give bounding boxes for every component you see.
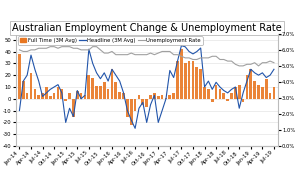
Bar: [134, 99, 136, 111]
Bar: [238, 85, 240, 99]
Bar: [261, 87, 264, 99]
Bar: [172, 93, 175, 99]
Bar: [188, 61, 190, 99]
Bar: [230, 93, 233, 99]
Bar: [22, 81, 25, 99]
Bar: [184, 63, 187, 99]
Bar: [219, 89, 221, 99]
Bar: [180, 49, 183, 99]
Bar: [68, 93, 71, 99]
Bar: [103, 82, 105, 99]
Bar: [49, 96, 52, 99]
Bar: [153, 93, 156, 99]
Bar: [246, 75, 248, 99]
Bar: [72, 99, 75, 116]
Bar: [269, 93, 271, 99]
Bar: [84, 95, 86, 99]
Bar: [257, 85, 260, 99]
Bar: [215, 85, 218, 99]
Bar: [273, 87, 275, 99]
Bar: [126, 99, 129, 116]
Bar: [122, 93, 125, 99]
Bar: [211, 99, 214, 102]
Bar: [88, 75, 90, 99]
Bar: [37, 95, 40, 99]
Bar: [33, 89, 36, 99]
Bar: [118, 92, 121, 99]
Bar: [114, 82, 117, 99]
Bar: [60, 89, 63, 99]
Bar: [53, 93, 55, 99]
Bar: [91, 78, 94, 99]
Legend: Full Time (3M Avg), Headline (3M Avg), Unemployment Rate: Full Time (3M Avg), Headline (3M Avg), U…: [18, 37, 203, 45]
Bar: [149, 95, 152, 99]
Bar: [223, 93, 225, 99]
Bar: [95, 86, 98, 99]
Bar: [45, 87, 48, 99]
Bar: [207, 89, 210, 99]
Bar: [242, 99, 244, 102]
Bar: [130, 99, 133, 125]
Bar: [234, 87, 237, 99]
Bar: [142, 99, 144, 105]
Bar: [157, 96, 160, 99]
Bar: [41, 93, 44, 99]
Bar: [111, 69, 113, 99]
Bar: [226, 99, 229, 101]
Title: Australian Employment Change & Unemployment Rate: Australian Employment Change & Unemploym…: [12, 23, 282, 33]
Bar: [145, 99, 148, 107]
Bar: [99, 86, 102, 99]
Bar: [249, 69, 252, 99]
Bar: [64, 99, 67, 101]
Bar: [57, 87, 59, 99]
Bar: [203, 87, 206, 99]
Bar: [138, 95, 140, 99]
Bar: [265, 79, 268, 99]
Bar: [176, 61, 179, 99]
Bar: [30, 73, 32, 99]
Bar: [18, 54, 21, 99]
Bar: [192, 61, 194, 99]
Bar: [253, 81, 256, 99]
Bar: [168, 95, 171, 99]
Bar: [80, 93, 83, 99]
Bar: [195, 67, 198, 99]
Bar: [26, 93, 29, 99]
Bar: [164, 98, 167, 99]
Bar: [76, 91, 79, 99]
Bar: [161, 95, 164, 99]
Bar: [199, 69, 202, 99]
Bar: [107, 89, 109, 99]
